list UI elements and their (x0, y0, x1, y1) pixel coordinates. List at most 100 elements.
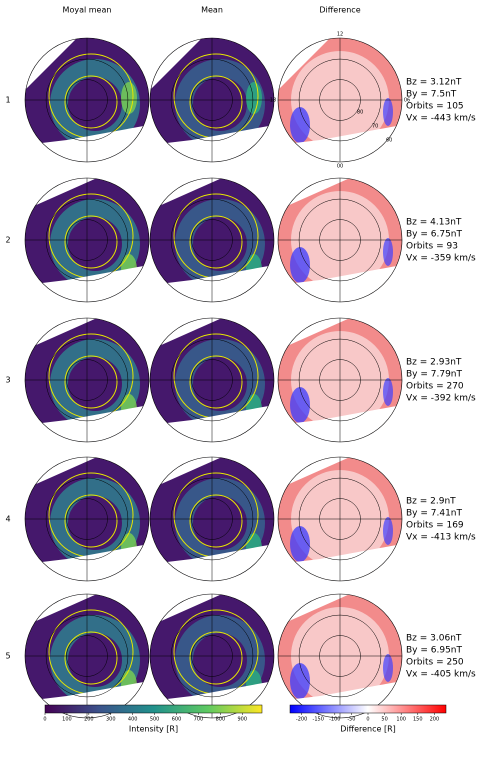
condition-text: Vx = -359 km/s (406, 254, 476, 264)
oval-boundary (64, 494, 118, 548)
panel-border (277, 177, 403, 303)
panel-border (149, 317, 275, 443)
colorbar-tick-label: 0 (43, 717, 46, 723)
negative-patch (290, 663, 310, 699)
panel-border (277, 317, 403, 443)
colorbar-tick-label: 500 (150, 717, 160, 723)
colorbar-tick-label: 200 (430, 717, 440, 723)
condition-text: Vx = -405 km/s (406, 670, 476, 680)
panel-border (24, 37, 150, 163)
condition-text: Orbits = 270 (406, 382, 464, 392)
bright-spot (121, 82, 137, 114)
polar-panel (150, 457, 274, 581)
condition-text: Orbits = 105 (406, 102, 464, 112)
oval-boundary (189, 631, 243, 685)
polar-panel (150, 318, 274, 442)
colorbar-tick-label: 0 (366, 717, 369, 723)
colorbar-tick-label: 600 (172, 717, 182, 723)
mlt-label: 00 (337, 164, 343, 170)
polar-panel (150, 594, 274, 718)
condition-text: Orbits = 169 (406, 521, 464, 531)
condition-text: Bz = 3.06nT (406, 634, 462, 644)
panel-border (24, 593, 150, 719)
polar-panel (25, 178, 149, 302)
colorbar-tick-label: 100 (62, 717, 72, 723)
negative-patch (383, 378, 393, 406)
row-label: 3 (5, 376, 10, 385)
condition-text: By = 7.79nT (406, 370, 463, 380)
panel-border (149, 456, 275, 582)
polar-panel (278, 38, 402, 162)
condition-text: Vx = -392 km/s (406, 394, 476, 404)
polar-panel (278, 318, 402, 442)
colorbar-tick-label: 400 (128, 717, 138, 723)
oval-boundary (189, 75, 243, 129)
polar-panel (278, 457, 402, 581)
negative-patch (290, 247, 310, 283)
negative-patch (290, 526, 310, 562)
colorbar (44, 704, 263, 714)
oval-boundary (64, 215, 118, 269)
negative-patch (290, 107, 310, 143)
row-label: 5 (5, 652, 10, 661)
polar-panel (25, 38, 149, 162)
bright-spot (246, 82, 262, 114)
negative-patch (383, 517, 393, 545)
condition-text: Bz = 4.13nT (406, 218, 462, 228)
row-label: 2 (5, 236, 10, 245)
condition-text: Orbits = 250 (406, 658, 464, 668)
colorbar-tick-label: 50 (381, 717, 387, 723)
colorbar (289, 704, 447, 714)
negative-patch (383, 238, 393, 266)
oval-boundary (189, 215, 243, 269)
condition-text: By = 6.75nT (406, 230, 463, 240)
polar-panel (25, 318, 149, 442)
condition-text: Bz = 2.93nT (406, 358, 462, 368)
colorbar-tick-label: -100 (329, 717, 340, 723)
panel-border (149, 593, 275, 719)
column-title: Moyal mean (63, 6, 112, 15)
mlt-label: 12 (337, 32, 343, 38)
condition-text: Bz = 2.9nT (406, 497, 456, 507)
colorbar-tick-label: 100 (396, 717, 406, 723)
colorbar-label: Difference [R] (340, 725, 396, 734)
condition-text: Vx = -443 km/s (406, 114, 476, 124)
panel-border (24, 317, 150, 443)
row-label: 1 (5, 96, 10, 105)
mlt-label: 06 (404, 98, 410, 104)
column-title: Mean (201, 6, 223, 15)
lat-label: 80 (357, 110, 363, 116)
colorbar-tick-label: 300 (106, 717, 116, 723)
row-label: 4 (5, 515, 10, 524)
condition-text: By = 7.5nT (406, 90, 457, 100)
negative-patch (383, 654, 393, 682)
lat-label: 60 (386, 138, 392, 144)
polar-panel (278, 178, 402, 302)
panel-border (149, 177, 275, 303)
oval-boundary (64, 75, 118, 129)
panel-border (277, 593, 403, 719)
polar-panel (150, 38, 274, 162)
colorbar-tick-label: -150 (313, 717, 324, 723)
oval-boundary (64, 355, 118, 409)
negative-patch (383, 98, 393, 126)
polar-panel (25, 594, 149, 718)
condition-text: Vx = -413 km/s (406, 533, 476, 543)
condition-text: By = 7.41nT (406, 509, 463, 519)
lat-label: 70 (372, 124, 378, 130)
panel-border (24, 177, 150, 303)
colorbar-tick-label: 700 (194, 717, 204, 723)
colorbar-tick-label: 900 (237, 717, 247, 723)
colorbar-tick-label: -200 (296, 717, 307, 723)
panel-border (277, 37, 403, 163)
mlt-label: 18 (270, 98, 276, 104)
colorbar-tick-label: -50 (347, 717, 355, 723)
oval-boundary (189, 494, 243, 548)
negative-patch (290, 387, 310, 423)
colorbar-tick-label: 200 (84, 717, 94, 723)
colorbar-label: Intensity [R] (129, 725, 178, 734)
polar-panel (150, 178, 274, 302)
panel-border (149, 37, 275, 163)
oval-boundary (189, 355, 243, 409)
